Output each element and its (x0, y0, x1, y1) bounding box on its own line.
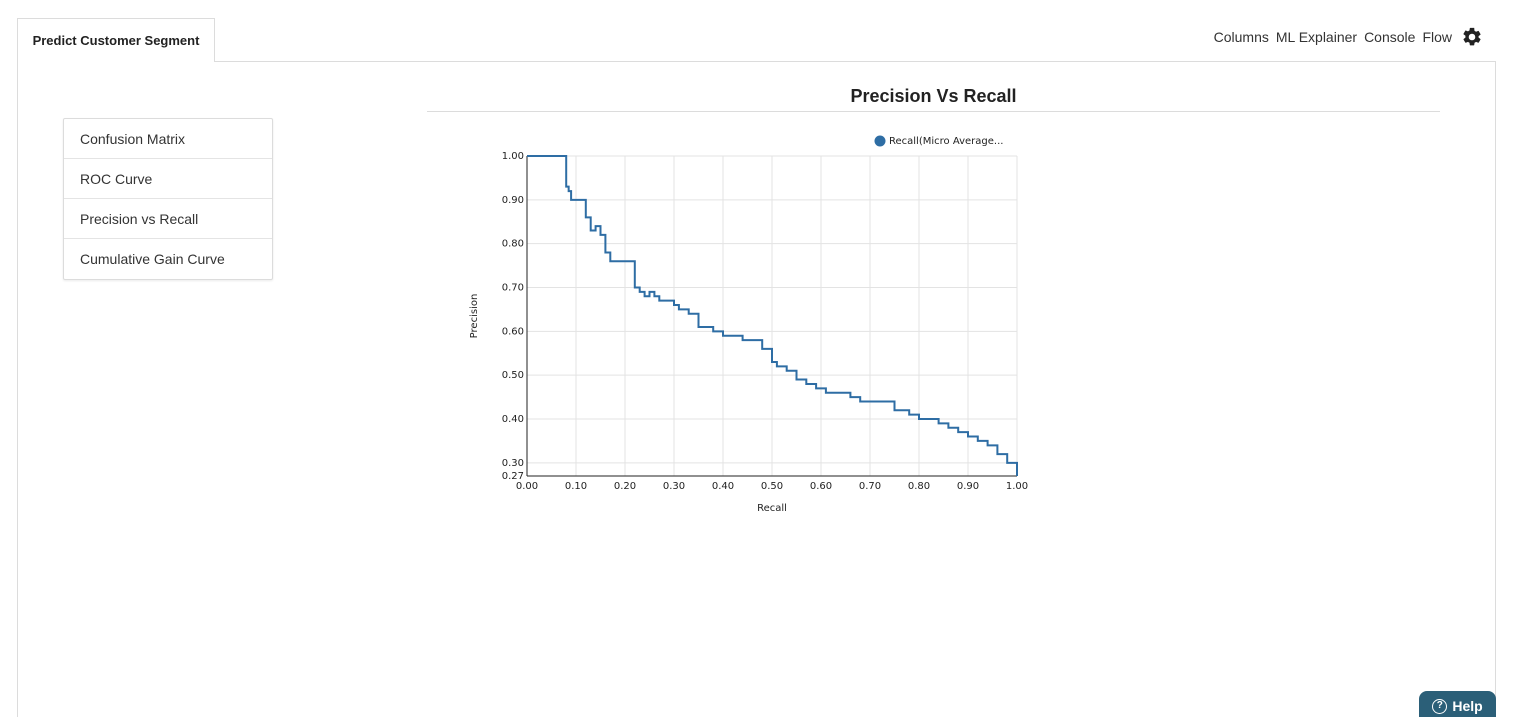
x-tick-label: 1.00 (1006, 481, 1028, 492)
tab-predict-customer-segment[interactable]: Predict Customer Segment (17, 18, 215, 62)
x-axis-title: Recall (757, 503, 787, 514)
menu-item-confusion-matrix[interactable]: Confusion Matrix (64, 119, 272, 159)
tab-label: Predict Customer Segment (32, 33, 200, 48)
chart-legend[interactable]: Recall(Micro Average... (874, 135, 1004, 148)
y-tick-label: 0.70 (502, 283, 524, 294)
nav-ml-explainer[interactable]: ML Explainer (1275, 29, 1358, 45)
y-tick-label: 0.27 (502, 471, 524, 482)
chart-grid (526, 155, 1018, 477)
x-tick-label: 0.80 (908, 481, 930, 492)
gear-icon[interactable] (1461, 26, 1483, 48)
y-tick-label: 1.00 (502, 151, 524, 162)
x-tick-label: 0.10 (565, 481, 587, 492)
x-tick-label: 0.20 (614, 481, 636, 492)
chart-title-divider (427, 111, 1440, 112)
nav-console[interactable]: Console (1364, 29, 1416, 45)
y-tick-label: 0.90 (502, 195, 524, 206)
help-label: Help (1452, 698, 1483, 714)
chart-type-menu: Confusion Matrix ROC Curve Precision vs … (63, 118, 273, 280)
menu-item-cumulative-gain-curve[interactable]: Cumulative Gain Curve (80, 251, 225, 267)
y-tick-label: 0.30 (502, 458, 524, 469)
x-tick-label: 0.70 (859, 481, 881, 492)
help-button[interactable]: ? Help (1419, 691, 1496, 717)
chart-title: Precision Vs Recall (850, 86, 1017, 106)
chart-axes: 0.00 0.10 0.20 0.30 0.40 0.50 0.60 0.70 0.80 0.90… (502, 151, 1028, 492)
nav-flow[interactable]: Flow (1422, 29, 1452, 45)
legend-marker (874, 135, 886, 147)
x-tick-label: 0.50 (761, 481, 783, 492)
nav-columns[interactable]: Columns (1213, 29, 1269, 45)
series-line (527, 155, 1018, 476)
legend-label: Recall(Micro Average... (889, 136, 1003, 147)
y-tick-label: 0.80 (502, 239, 524, 250)
y-tick-label: 0.40 (502, 414, 524, 425)
x-tick-label: 0.60 (810, 481, 832, 492)
x-tick-label: 0.30 (663, 481, 685, 492)
menu-item-precision-vs-recall[interactable]: Precision vs Recall (64, 199, 272, 239)
y-tick-label: 0.50 (502, 370, 524, 381)
top-navigation: Columns ML Explainer Console Flow (1214, 26, 1483, 48)
y-axis-title: Precision (469, 294, 480, 339)
y-tick-label: 0.60 (502, 326, 524, 337)
x-tick-label: 0.40 (712, 481, 734, 492)
x-tick-label: 0.90 (957, 481, 979, 492)
question-icon: ? (1432, 698, 1448, 714)
chart-series (527, 155, 1018, 476)
x-tick-label: 0.00 (516, 481, 538, 492)
menu-item-roc-curve[interactable]: ROC Curve (64, 159, 272, 199)
